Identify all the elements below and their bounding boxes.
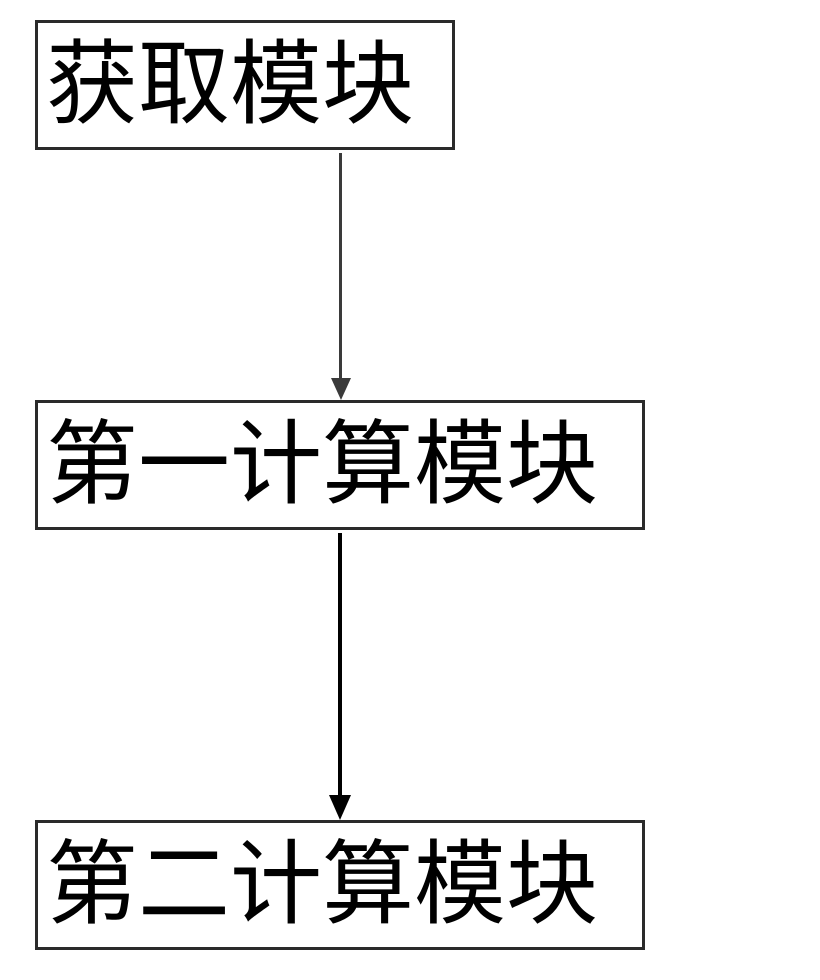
node-label: 第二计算模块 — [46, 839, 598, 931]
node-first-compute-module: 第一计算模块 — [35, 400, 645, 530]
node-second-compute-module: 第二计算模块 — [35, 820, 645, 950]
flowchart-container: 获取模块 第一计算模块 第二计算模块 — [0, 0, 820, 980]
node-label: 第一计算模块 — [46, 419, 598, 511]
node-label: 获取模块 — [46, 39, 414, 131]
node-acquire-module: 获取模块 — [35, 20, 455, 150]
